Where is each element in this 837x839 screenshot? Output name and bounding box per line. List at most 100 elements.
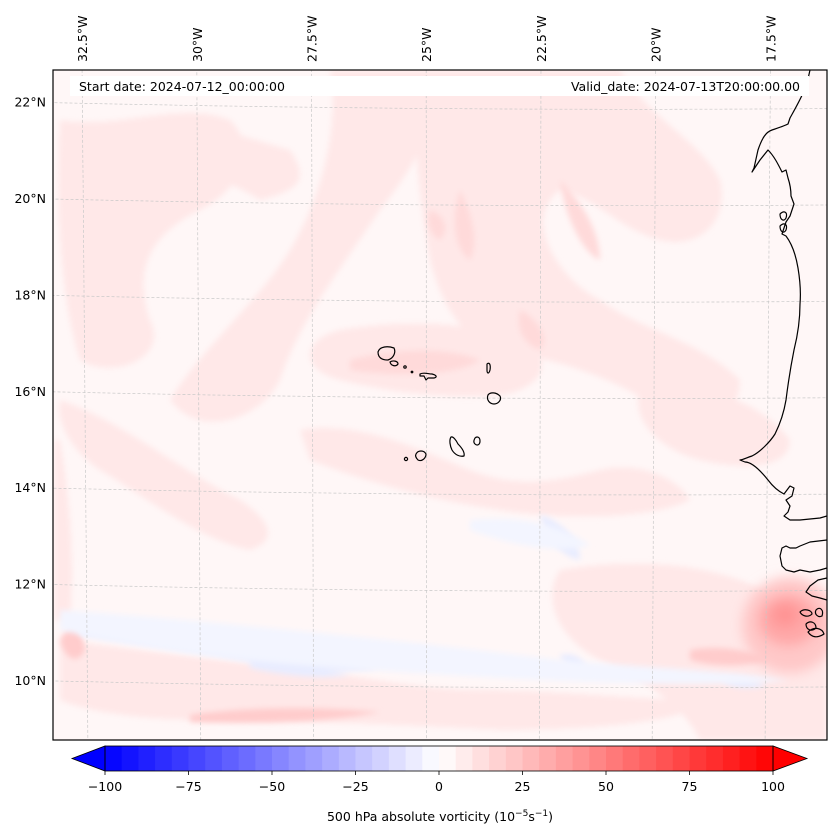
- colorbar-segment: [455, 746, 473, 771]
- latitude-tick-labels: 22°N 20°N 18°N 16°N 14°N 12°N 10°N: [14, 95, 46, 688]
- meridian-gridline: [81, 70, 89, 740]
- colorbar-segments: [105, 746, 774, 771]
- coastlines: [377, 70, 827, 638]
- colorbar-segment: [489, 746, 507, 771]
- vorticity-region: [560, 180, 600, 260]
- latitude-tick-label: 12°N: [14, 577, 46, 592]
- vorticity-region: [350, 350, 480, 375]
- vorticity-region: [518, 310, 544, 350]
- colorbar-segment: [388, 746, 406, 771]
- parallel-gridline: [53, 295, 827, 303]
- vorticity-region: [454, 190, 475, 260]
- colorbar-segment: [355, 746, 373, 771]
- parallel-gridline: [53, 584, 827, 592]
- colorbar-segment: [672, 746, 690, 771]
- colorbar-label-exponent-1: −5: [515, 809, 528, 819]
- longitude-tick-label: 25°W: [419, 27, 434, 62]
- longitude-tick-labels: 32.5°W 30°W 27.5°W 25°W 22.5°W 20°W 17.5°W: [75, 16, 778, 62]
- colorbar-label: 500 hPa absolute vorticity (10−5s−1): [327, 809, 553, 824]
- colorbar-label-main: 500 hPa absolute vorticity (10: [327, 809, 515, 824]
- vorticity-field: [55, 70, 827, 740]
- map-panel: Start date: 2024-07-12_00:00:00 Valid_da…: [53, 70, 827, 740]
- parallel-gridline: [53, 391, 827, 399]
- colorbar-segment: [656, 746, 674, 771]
- map-frame: [52, 69, 828, 741]
- colorbar-segment: [622, 746, 640, 771]
- colorbar-segment: [205, 746, 223, 771]
- colorbar-segment: [238, 746, 256, 771]
- colorbar-segment: [555, 746, 573, 771]
- colorbar-segment: [689, 746, 707, 771]
- island-boa-vista: [486, 392, 502, 405]
- island-sao-vicente: [389, 360, 399, 367]
- colorbar-segment: [322, 746, 340, 771]
- colorbar-segment: [572, 746, 590, 771]
- colorbar-segment: [639, 746, 657, 771]
- island-sao-nicolau: [419, 372, 437, 381]
- colorbar-segment: [105, 746, 123, 771]
- longitude-tick-label: 32.5°W: [75, 16, 90, 62]
- longitude-tick-label: 20°W: [649, 27, 664, 62]
- colorbar-segment: [288, 746, 306, 771]
- island-santiago: [449, 436, 465, 457]
- vorticity-region: [60, 640, 700, 730]
- colorbar-tick-label: 0: [435, 779, 443, 794]
- latitude-tick-label: 14°N: [14, 480, 46, 495]
- longitude-tick-label: 27.5°W: [305, 16, 320, 62]
- colorbar-tick-label: −75: [175, 779, 201, 794]
- colorbar-segment: [606, 746, 624, 771]
- colorbar-label-exponent-2: −1: [535, 809, 548, 819]
- colorbar-segment: [756, 746, 774, 771]
- vorticity-region: [428, 210, 446, 240]
- colorbar: −100 −75 −50 −25 0 25 50 75 100 500 hPa absolute…: [70, 745, 809, 824]
- parallel-gridline: [53, 102, 827, 110]
- gridlines: [53, 70, 827, 740]
- colorbar-segment: [221, 746, 239, 771]
- colorbar-tick-label: 50: [598, 779, 614, 794]
- island-santo-antao: [377, 346, 396, 361]
- colorbar-segment: [706, 746, 724, 771]
- colorbar-label-unit: s: [528, 809, 535, 824]
- colorbar-segment: [272, 746, 290, 771]
- island-fogo: [415, 450, 427, 462]
- island-sal: [486, 362, 491, 374]
- vorticity-region: [300, 428, 690, 517]
- colorbar-ticks: −100 −75 −50 −25 0 25 50 75 100: [88, 771, 785, 794]
- bijagos-island: [807, 627, 825, 638]
- longitude-tick-label: 30°W: [190, 27, 205, 62]
- colorbar-label-end: ): [548, 809, 553, 824]
- colorbar-segment: [472, 746, 490, 771]
- senegal-gambia-coast: [779, 539, 827, 573]
- africa-coastline: [739, 70, 827, 521]
- west-sahara-bay-island: [779, 211, 788, 221]
- island-santa-luzia: [403, 365, 407, 369]
- colorbar-segment: [255, 746, 273, 771]
- colorbar-tick-label: −50: [259, 779, 285, 794]
- colorbar-tick-label: 25: [515, 779, 531, 794]
- colorbar-tick-label: −100: [88, 779, 122, 794]
- colorbar-segment: [422, 746, 440, 771]
- colorbar-segment: [722, 746, 740, 771]
- meridian-gridline: [538, 70, 542, 740]
- colorbar-segment: [372, 746, 390, 771]
- colorbar-tick-label: 100: [761, 779, 785, 794]
- vorticity-streak: [690, 648, 770, 666]
- latitude-tick-label: 22°N: [14, 95, 46, 110]
- vorticity-streak: [190, 708, 380, 723]
- start-date-label: Start date: 2024-07-12_00:00:00: [79, 79, 285, 94]
- colorbar-segment: [405, 746, 423, 771]
- colorbar-segment: [305, 746, 323, 771]
- colorbar-segment: [589, 746, 607, 771]
- latitude-tick-label: 20°N: [14, 191, 46, 206]
- vorticity-region: [58, 112, 245, 368]
- meridian-gridline: [311, 70, 314, 740]
- meridian-gridline: [196, 70, 202, 740]
- west-sahara-bay-island: [779, 223, 788, 233]
- meridian-gridline: [764, 70, 771, 740]
- valid-date-label: Valid_date: 2024-07-13T20:00:00.00: [571, 79, 800, 94]
- colorbar-segment: [188, 746, 206, 771]
- colorbar-segment: [338, 746, 356, 771]
- colorbar-segment: [138, 746, 156, 771]
- colorbar-segment: [505, 746, 523, 771]
